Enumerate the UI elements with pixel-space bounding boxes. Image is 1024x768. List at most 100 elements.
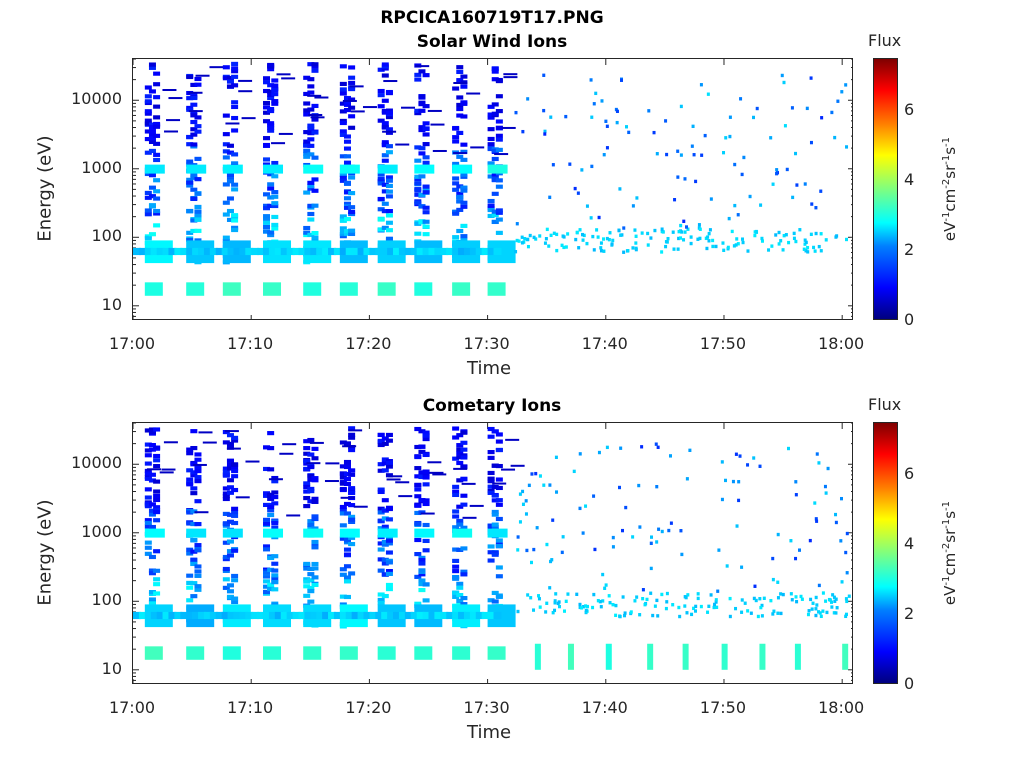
spectrogram-cell: [818, 611, 822, 615]
spectrogram-cell: [263, 157, 271, 162]
spectrogram-cell: [198, 431, 213, 434]
spectrogram-cell: [456, 154, 464, 159]
spectrogram-cell: [422, 433, 430, 438]
spectrogram-cell: [339, 230, 347, 235]
spectrogram-cell: [311, 514, 319, 519]
spectrogram-cell: [806, 612, 810, 617]
spectrogram-cell: [760, 239, 764, 243]
spectrogram-cell: [286, 514, 301, 517]
spectrogram-cell: [487, 174, 495, 179]
spectrogram-cell: [194, 548, 202, 553]
spectrogram-cell: [831, 593, 835, 597]
spectrogram-cell: [586, 604, 590, 609]
spectrogram-cell: [231, 115, 239, 121]
spectrogram-cell: [618, 485, 622, 490]
spectrogram-cell: [826, 466, 830, 471]
spectrogram-cell: [525, 548, 529, 553]
spectrogram-cell: [307, 473, 315, 479]
spectrogram-cell: [343, 160, 351, 165]
spectrogram-cell: [303, 481, 311, 486]
spectrogram-cell: [839, 496, 843, 501]
spectrogram-cell: [709, 593, 713, 597]
spectrogram-cell: [607, 594, 611, 598]
spectrogram-cell: [495, 565, 503, 570]
spectrogram-cell: [180, 611, 189, 620]
spectrogram-cell: [487, 523, 495, 528]
spectrogram-cell: [339, 471, 347, 476]
spectrogram-cell: [339, 164, 360, 174]
spectrogram-cell: [226, 466, 234, 471]
spectrogram-cell: [460, 453, 468, 458]
spectrogram-cell: [760, 603, 764, 608]
spectrogram-cell: [545, 227, 549, 232]
spectrogram-cell: [231, 596, 239, 601]
spectrogram-cell: [844, 83, 848, 87]
spectrogram-cell: [422, 132, 430, 137]
spectrogram-cell: [700, 153, 704, 157]
spectrogram-cell: [452, 574, 460, 580]
spectrogram-cell: [222, 469, 230, 474]
spectrogram-cell: [148, 136, 156, 141]
spectrogram-cell: [414, 537, 422, 543]
spectrogram-cell: [452, 161, 460, 166]
spectrogram-cell: [263, 76, 271, 81]
spectrogram-cell: [348, 503, 356, 508]
spectrogram-cell: [646, 231, 650, 236]
spectrogram-cell: [544, 610, 548, 614]
spectrogram-cell: [381, 153, 389, 158]
spectrogram-cell: [746, 249, 750, 253]
spectrogram-cell: [651, 613, 655, 618]
spectrogram-cell: [414, 646, 433, 660]
spectrogram-cell: [460, 455, 468, 460]
spectrogram-cell: [348, 231, 356, 237]
spectrogram-cell: [434, 611, 443, 620]
spectrogram-cell: [456, 65, 464, 70]
spectrogram-cell: [307, 183, 315, 189]
spectrogram-cell: [385, 473, 393, 478]
spectrogram-cell: [517, 239, 521, 243]
spectrogram-cell: [148, 524, 156, 530]
spectrogram-cell: [806, 245, 810, 250]
spectrogram-cell: [722, 248, 726, 252]
spectrogram-cell: [786, 446, 790, 451]
spectrogram-cell: [267, 508, 275, 513]
spectrogram-cell: [190, 142, 198, 147]
spectrogram-cell: [144, 471, 152, 476]
spectrogram-cell: [584, 504, 588, 508]
spectrogram-cell: [203, 611, 212, 620]
x-tick-label: 17:00: [108, 698, 156, 717]
spectrogram-cell: [542, 483, 546, 487]
spectrogram-cell: [707, 604, 711, 608]
spectrogram-cell: [794, 556, 798, 561]
spectrogram-cell: [222, 235, 230, 240]
spectrogram-cell: [414, 72, 422, 77]
spectrogram-cell: [311, 582, 319, 587]
spectrogram-cell: [452, 569, 460, 574]
spectrogram-cell: [377, 518, 385, 523]
spectrogram-cell: [369, 611, 378, 620]
spectrogram-cell: [348, 175, 356, 180]
spectrogram-cell: [614, 613, 618, 618]
spectrogram-cell: [226, 549, 234, 554]
spectrogram-cell: [596, 598, 600, 603]
spectrogram-cell: [222, 473, 230, 478]
spectrogram-cell: [148, 502, 156, 507]
spectrogram-cell: [623, 613, 627, 618]
spectrogram-cell: [267, 203, 275, 208]
spectrogram-cell: [813, 501, 817, 505]
spectrogram-cell: [381, 158, 389, 163]
colorbar-tick-label: 4: [904, 534, 915, 554]
spectrogram-cell: [418, 94, 426, 99]
spectrogram-cell: [427, 109, 442, 112]
spectrogram-cell: [418, 102, 426, 107]
spectrogram-cell: [286, 611, 295, 620]
spectrogram-cell: [491, 524, 499, 530]
spectrogram-cell: [456, 199, 464, 204]
spectrogram-cell: [343, 575, 351, 580]
spectrogram-cell: [148, 590, 156, 595]
panel2-x-axis-label: Time: [467, 722, 512, 743]
spectrogram-cell: [303, 466, 311, 471]
spectrogram-cell: [656, 445, 660, 449]
spectrogram-cell: [267, 67, 275, 72]
spectrogram-cell: [548, 586, 552, 590]
